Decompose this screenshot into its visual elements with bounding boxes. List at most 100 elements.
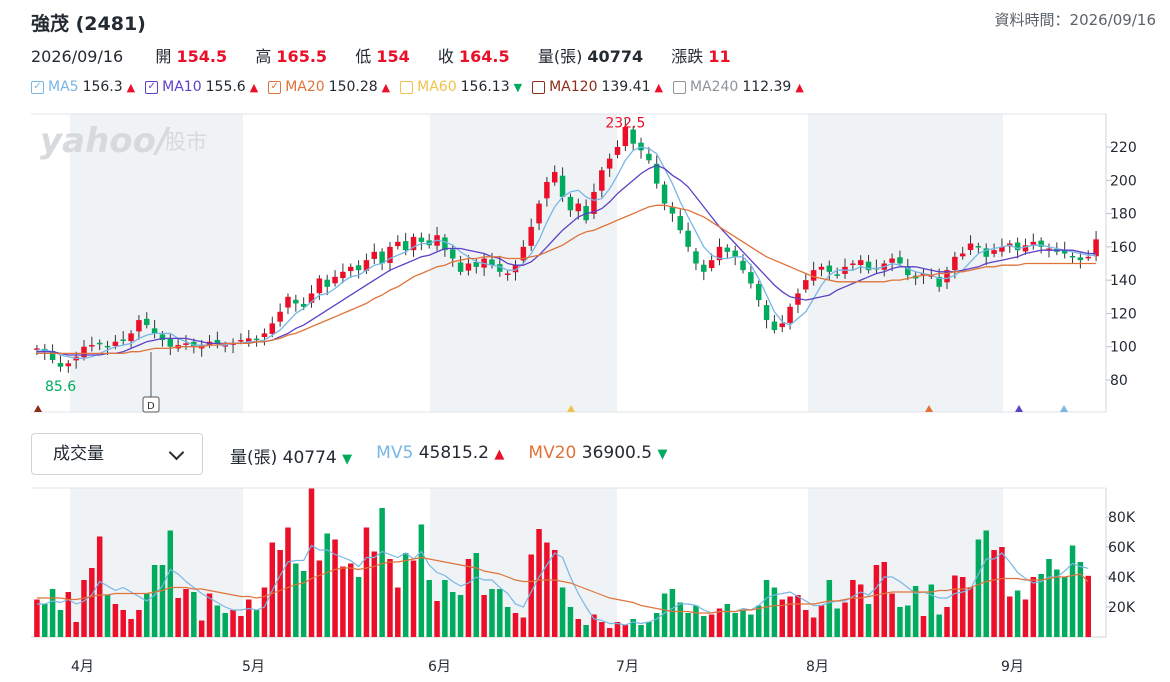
ma-legend-ma5[interactable]: ✓ MA5 156.3 ▲: [31, 79, 135, 95]
quote-summary: 2026/09/16 開 154.5 高 165.5 低 154 收 164.5…: [31, 43, 731, 67]
candle: [975, 246, 982, 248]
change-value: 11: [708, 47, 731, 66]
candle: [771, 321, 778, 331]
ma-name: MA60: [417, 79, 457, 95]
candle: [159, 334, 166, 341]
volume-bar: [983, 530, 989, 637]
watermark-brand: yahoo/: [40, 121, 171, 161]
candle: [818, 266, 825, 270]
volume-bar: [1077, 562, 1084, 637]
volume-bar: [920, 616, 927, 637]
candle: [732, 250, 738, 257]
candle: [1077, 257, 1084, 261]
candle: [536, 203, 542, 224]
volume-bar: [340, 566, 346, 637]
candle: [128, 333, 134, 342]
volume-bar: [803, 610, 809, 637]
candle: [1014, 242, 1021, 251]
volume-bar: [787, 596, 793, 637]
candle: [49, 350, 56, 361]
volume-bar: [763, 580, 770, 637]
candle: [944, 270, 950, 283]
volume-bar: [599, 622, 605, 637]
volume-bar: [449, 592, 456, 637]
candle: [277, 311, 283, 322]
data-time: 資料時間：2026/09/16: [994, 11, 1156, 29]
volume-bar: [881, 562, 887, 637]
y-tick-label: 80K: [1108, 510, 1136, 526]
ma-legend-ma240[interactable]: MA240 112.39 ▲: [672, 79, 804, 95]
candle: [191, 341, 197, 347]
volume-bar: [73, 622, 79, 637]
candle: [701, 264, 707, 272]
candle: [991, 250, 997, 254]
candle: [230, 343, 236, 345]
candle: [551, 171, 558, 183]
volume-bar: [89, 568, 95, 637]
candle: [857, 260, 864, 265]
volume-bar: [473, 553, 480, 637]
y-tick-label: 60K: [1108, 540, 1136, 556]
volume-bar: [638, 625, 644, 637]
ma-line-ma10: [36, 164, 1097, 356]
ma-legend: ✓ MA5 156.3 ▲ ✓ MA10 155.6 ▲ ✓ MA20 150.28 ▲ MA60 156…: [31, 79, 804, 95]
volume-bar: [1054, 569, 1060, 637]
volume-bar: [253, 610, 260, 637]
month-band: [70, 114, 243, 412]
candle: [1093, 239, 1099, 257]
volume-bar: [324, 533, 330, 637]
volume-bar: [65, 592, 72, 637]
close-label: 收: [437, 47, 454, 66]
quote-date: 2026/09/16: [31, 47, 124, 66]
volume-bar: [661, 593, 668, 637]
checkbox-icon[interactable]: [400, 80, 414, 94]
volume-bar: [1069, 545, 1076, 637]
volume-bar: [183, 589, 189, 637]
candle: [340, 271, 346, 279]
candle: [269, 323, 276, 334]
volume-bar: [873, 565, 880, 637]
ma-legend-ma10[interactable]: ✓ MA10 155.6 ▲: [145, 79, 258, 95]
signal-triangle-icon: [1060, 405, 1068, 412]
volume-bar: [952, 575, 958, 637]
ma-legend-ma20[interactable]: ✓ MA20 150.28 ▲: [268, 79, 390, 95]
checkbox-icon[interactable]: ✓: [145, 80, 159, 94]
candle: [81, 346, 87, 358]
candle: [834, 274, 840, 276]
signal-triangle-icon: [34, 405, 42, 412]
volume-bar: [575, 619, 582, 637]
indicator-dropdown[interactable]: 成交量: [31, 433, 203, 475]
volume-bar: [308, 488, 315, 637]
volume-bar: [795, 595, 801, 637]
candle: [685, 230, 691, 247]
volume-bar: [144, 593, 150, 637]
checkbox-icon[interactable]: ✓: [31, 80, 44, 94]
checkbox-icon[interactable]: [672, 80, 686, 94]
candle: [65, 363, 72, 367]
volume-bar: [544, 542, 550, 637]
candle: [355, 265, 362, 271]
vol-label: 量(張): [230, 448, 278, 468]
candle: [826, 265, 833, 272]
mv20-value: 36900.5: [581, 443, 653, 463]
volume-bar: [34, 599, 40, 637]
ma-value: 112.39: [742, 79, 792, 95]
volume-bar: [387, 559, 393, 637]
ma-legend-ma120[interactable]: MA120 139.41 ▲: [532, 79, 663, 95]
checkbox-icon[interactable]: [532, 80, 546, 94]
candle: [959, 253, 966, 257]
candle: [952, 256, 958, 271]
checkbox-icon[interactable]: ✓: [268, 80, 282, 94]
candle: [222, 345, 228, 347]
ma-legend-ma60[interactable]: MA60 156.13 ▼: [400, 79, 522, 95]
high-label: 高: [255, 47, 272, 66]
volume-bar: [426, 580, 432, 637]
volume-bar: [316, 560, 323, 637]
candle: [89, 345, 95, 347]
candle: [1061, 250, 1068, 254]
candle: [677, 216, 684, 231]
candle: [418, 237, 425, 242]
y-tick-label: 180: [1110, 207, 1137, 223]
signal-triangle-icon: [567, 405, 575, 412]
arrow-up-icon: ▲: [126, 80, 136, 94]
